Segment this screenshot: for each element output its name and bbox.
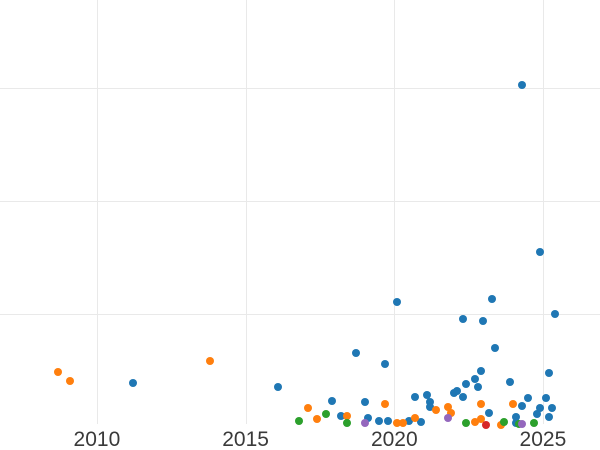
scatter-point-blue <box>351 348 360 357</box>
scatter-point-orange <box>66 376 75 385</box>
scatter-point-orange <box>431 406 440 415</box>
scatter-point-orange <box>476 399 485 408</box>
scatter-point-orange <box>381 399 390 408</box>
scatter-point-blue <box>452 387 461 396</box>
scatter-point-blue <box>518 401 527 410</box>
scatter-point-blue <box>473 382 482 391</box>
scatter-point-blue <box>411 392 420 401</box>
gridline-horizontal <box>0 314 600 316</box>
scatter-point-blue <box>491 344 500 353</box>
scatter-point-blue <box>547 404 556 413</box>
scatter-point-orange <box>304 404 312 413</box>
scatter-point-blue <box>384 416 393 425</box>
scatter-point-orange <box>342 412 351 420</box>
scatter-point-orange <box>205 356 214 365</box>
scatter-point-orange <box>393 418 402 427</box>
x-tick-label: 2025 <box>519 428 567 450</box>
scatter-point-blue <box>488 295 497 304</box>
scatter-point-orange <box>446 408 455 417</box>
scatter-point-blue <box>470 374 479 383</box>
scatter-point-blue <box>363 414 372 423</box>
scatter-point-blue <box>512 413 521 422</box>
scatter-point-blue <box>544 413 553 422</box>
scatter-point-blue <box>405 416 414 425</box>
scatter-point-orange <box>443 403 452 411</box>
scatter-point-blue <box>506 378 515 387</box>
scatter-point-blue <box>423 390 431 399</box>
gridline-vertical <box>394 0 396 425</box>
scatter-point-blue <box>518 81 527 90</box>
scatter-point-blue <box>274 382 283 391</box>
scatter-point-orange <box>312 415 321 424</box>
scatter-point-blue <box>458 392 467 401</box>
scatter-point-blue <box>476 366 485 375</box>
gridline-horizontal <box>0 200 600 202</box>
scatter-point-orange <box>54 367 63 376</box>
scatter-point-blue <box>535 404 544 413</box>
scatter-point-blue <box>524 393 532 402</box>
gridline-vertical <box>542 0 544 425</box>
scatter-point-blue <box>485 408 494 417</box>
scatter-point-purple <box>518 420 527 428</box>
scatter-point-blue <box>128 379 137 388</box>
x-tick-label: 2020 <box>370 428 418 450</box>
scatter-point-blue <box>544 369 553 377</box>
x-tick-label: 2010 <box>73 428 121 450</box>
scatter-point-green <box>530 418 538 427</box>
scatter-point-orange <box>470 417 479 426</box>
scatter-point-blue <box>336 412 345 420</box>
scatter-point-green <box>500 417 509 426</box>
scatter-point-blue <box>393 297 402 306</box>
scatter-point-blue <box>360 398 369 407</box>
scatter-point-blue <box>535 247 544 256</box>
scatter-point-blue <box>458 314 467 323</box>
gridline-vertical <box>96 0 98 425</box>
gridline-horizontal <box>0 87 600 89</box>
scatter-point-blue <box>479 316 488 325</box>
scatter-point-orange <box>399 418 408 427</box>
scatter-point-orange <box>411 414 420 423</box>
scatter-point-green <box>342 418 351 427</box>
scatter-point-green <box>461 418 470 427</box>
scatter-point-blue <box>461 380 470 389</box>
x-tick-label: 2015 <box>222 428 269 450</box>
scatter-point-blue <box>425 398 434 407</box>
scatter-point-green <box>295 416 304 425</box>
scatter-point-purple <box>360 418 369 427</box>
scatter-point-orange <box>476 415 485 424</box>
scatter-point-blue <box>541 393 550 402</box>
scatter-point-blue <box>381 359 390 368</box>
scatter-point-blue <box>533 409 541 418</box>
scatter-point-red <box>482 421 491 430</box>
scatter-point-blue <box>375 416 384 425</box>
scatter-point-blue <box>550 310 559 319</box>
scatter-point-orange <box>509 399 518 408</box>
gridline-vertical <box>245 0 247 425</box>
scatter-point-blue <box>425 403 434 411</box>
scatter-point-blue <box>417 417 425 426</box>
scatter-point-green <box>321 409 330 418</box>
scatter-point-blue <box>327 397 336 406</box>
scatter-point-purple <box>443 414 452 423</box>
